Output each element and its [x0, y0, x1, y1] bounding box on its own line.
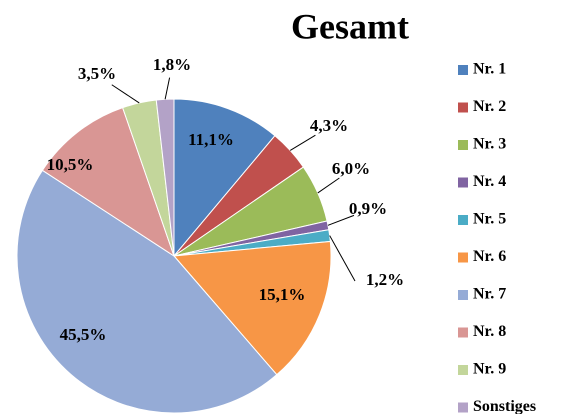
data-label: 11,1%	[188, 130, 234, 149]
legend-label: Nr. 3	[473, 136, 506, 153]
legend-label: Nr. 5	[473, 211, 506, 228]
data-label: 0,9%	[349, 199, 387, 218]
legend-swatch	[458, 65, 468, 75]
legend-swatch	[458, 215, 468, 225]
legend-label: Nr. 2	[473, 98, 506, 115]
data-label: 1,2%	[366, 270, 404, 289]
legend-label: Nr. 7	[473, 286, 506, 303]
leader-line	[111, 84, 140, 104]
leader-line	[164, 77, 171, 100]
legend-swatch	[458, 365, 468, 375]
data-label: 15,1%	[259, 285, 306, 304]
legend-swatch	[458, 402, 468, 413]
leader-line	[329, 235, 356, 282]
legend-swatch	[458, 252, 468, 263]
legend-label: Nr. 4	[473, 173, 506, 190]
chart-title: Gesamt	[291, 6, 409, 46]
legend-label: Nr. 1	[473, 61, 506, 78]
data-label: 45,5%	[60, 325, 107, 344]
pie-slice	[16, 169, 278, 414]
leader-line	[317, 177, 340, 194]
leader-line	[289, 134, 316, 151]
legend-swatch	[458, 140, 468, 150]
data-label: 3,5%	[78, 64, 116, 83]
data-label: 4,3%	[310, 116, 348, 135]
legend-label: Nr. 6	[473, 248, 506, 265]
data-label: 6,0%	[332, 159, 370, 178]
legend-label: Nr. 8	[473, 323, 506, 340]
data-label: 10,5%	[47, 155, 94, 174]
legend-label: Nr. 9	[473, 361, 506, 378]
legend-swatch	[458, 102, 468, 113]
legend-swatch	[458, 327, 468, 338]
legend-swatch	[458, 290, 468, 300]
pie-slice	[172, 240, 332, 376]
pie-slice	[173, 98, 276, 258]
pie-slice	[41, 107, 175, 258]
data-label: 1,8%	[153, 55, 191, 74]
legend-swatch	[458, 177, 468, 188]
leader-line	[327, 214, 355, 226]
legend-label: Sonstiges	[473, 398, 536, 414]
